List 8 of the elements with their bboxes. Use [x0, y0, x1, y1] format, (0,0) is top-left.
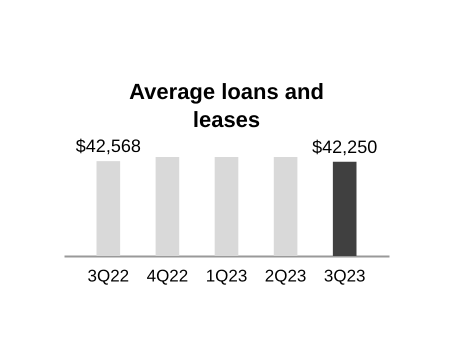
- chart-title: Average loans and leases: [129, 79, 324, 132]
- data-label: $42,568: [76, 136, 141, 156]
- x-tick-label: 3Q23: [324, 266, 366, 286]
- x-tick-label: 4Q22: [146, 266, 188, 286]
- x-tick-label: 3Q22: [88, 266, 130, 286]
- x-tick-label: 2Q23: [264, 266, 306, 286]
- x-tick-label: 1Q23: [206, 266, 248, 286]
- data-label: $42,250: [312, 136, 378, 157]
